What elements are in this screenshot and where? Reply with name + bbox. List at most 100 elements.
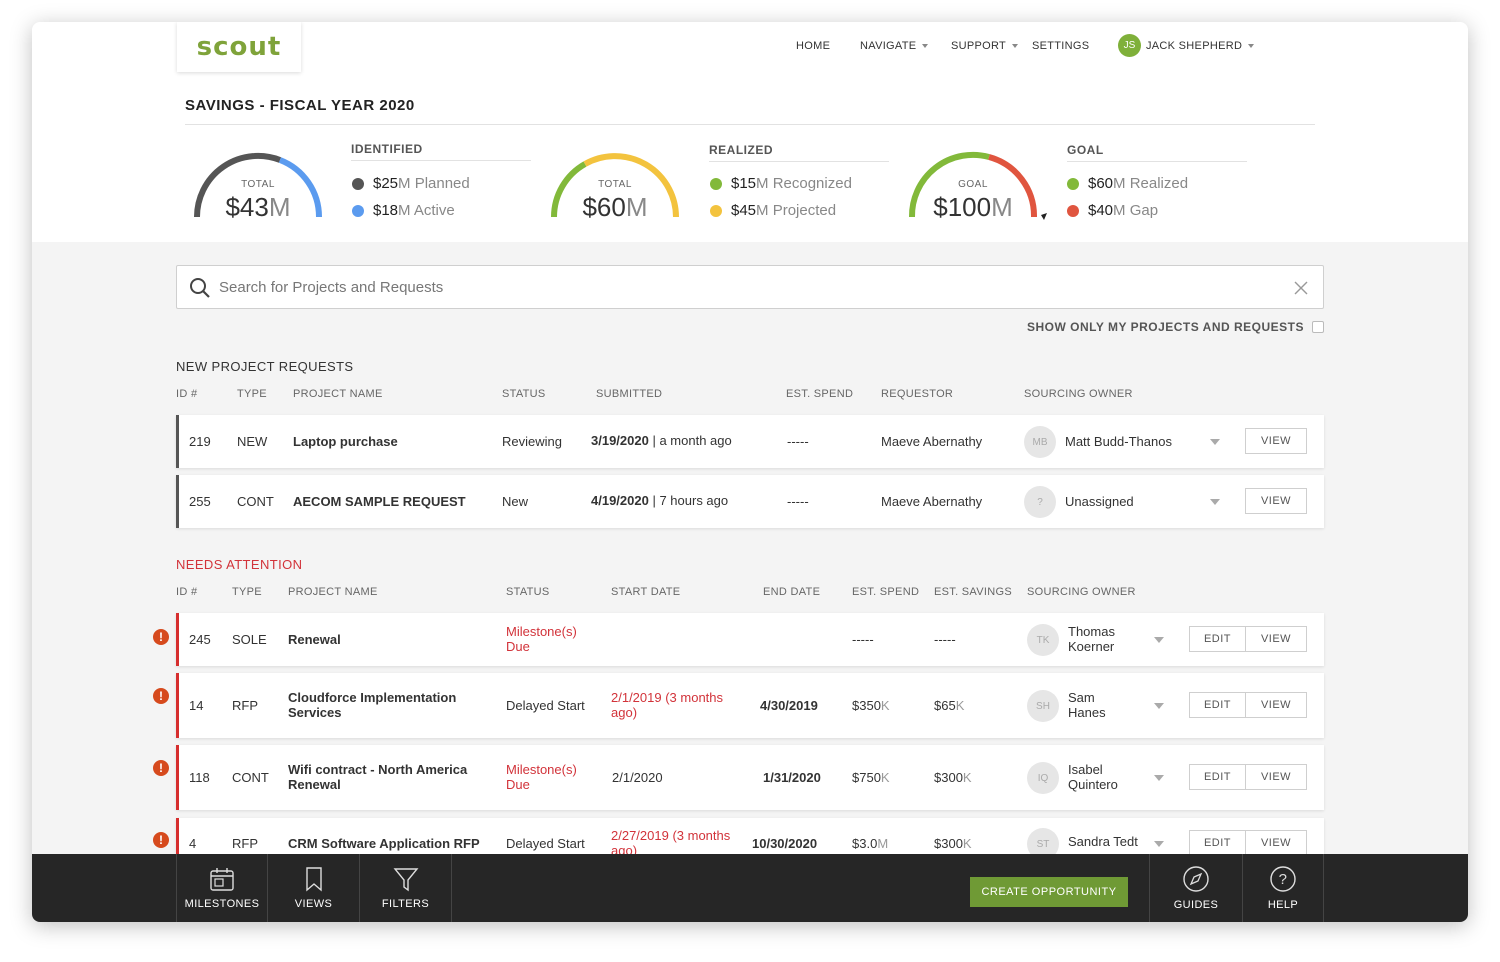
goal-label: GOAL [1067, 143, 1104, 157]
gauge-arc [908, 151, 1047, 220]
gauge-value: $43M [225, 192, 291, 222]
calendar-icon [210, 868, 234, 891]
view-button[interactable]: VIEW [1245, 488, 1307, 514]
guides-button[interactable]: GUIDES [1149, 854, 1243, 922]
chevron-down-icon[interactable] [1154, 637, 1164, 643]
avatar: SH [1027, 690, 1059, 722]
row-type: CONT [232, 770, 269, 785]
chevron-down-icon[interactable] [1154, 841, 1164, 847]
gauge-identified: TOTAL $43M [188, 145, 328, 225]
filters-label: FILTERS [381, 898, 430, 910]
row-end-date: 1/31/2020 [763, 770, 821, 785]
gauge-caption: GOAL [958, 179, 988, 190]
divider [709, 161, 889, 162]
table-row[interactable]: 14 RFP Cloudforce Implementation Services… [176, 673, 1324, 738]
gauge-arc [193, 152, 323, 218]
nav-settings[interactable]: SETTINGS [1032, 40, 1090, 52]
gauge-caption: TOTAL [598, 179, 632, 190]
legend-active: $18 M Active [352, 202, 455, 219]
alert-icon: ! [153, 760, 169, 776]
col-sourcing-owner: SOURCING OWNER [1024, 388, 1133, 400]
view-button[interactable]: VIEW [1245, 428, 1307, 454]
row-project-name[interactable]: Wifi contract - North America Renewal [288, 762, 468, 792]
row-type: CONT [237, 494, 274, 509]
show-only-mine-checkbox[interactable] [1312, 321, 1324, 333]
search-box [176, 265, 1324, 309]
row-id: 118 [189, 770, 210, 785]
user-avatar[interactable]: JS [1118, 34, 1141, 57]
chevron-down-icon [922, 44, 929, 49]
row-id: 255 [189, 494, 211, 509]
row-type: RFP [232, 698, 258, 713]
chevron-down-icon[interactable] [1154, 775, 1164, 781]
search-input[interactable] [219, 276, 1259, 298]
help-icon: ? [1270, 866, 1296, 892]
divider [351, 160, 531, 161]
view-button[interactable]: VIEW [1245, 692, 1307, 718]
chevron-down-icon[interactable] [1210, 439, 1220, 445]
chevron-down-icon [1012, 44, 1019, 49]
legend-dot [1067, 204, 1079, 217]
table-row[interactable]: 118 CONT Wifi contract - North America Re… [176, 745, 1324, 810]
col-sourcing-owner: SOURCING OWNER [1027, 586, 1136, 598]
filters-button[interactable]: FILTERS [360, 854, 452, 922]
page-title: SAVINGS - FISCAL YEAR 2020 [185, 97, 415, 114]
table-row[interactable]: 245 SOLE Renewal Milestone(s) Due ----- -… [176, 613, 1324, 666]
show-only-mine-label: SHOW ONLY MY PROJECTS AND REQUESTS [1026, 320, 1304, 334]
row-start-date: 2/1/2020 [612, 770, 663, 785]
col-type: TYPE [232, 586, 262, 598]
create-opportunity-button[interactable]: CREATE OPPORTUNITY [970, 877, 1128, 907]
row-est-savings: ----- [934, 632, 956, 647]
milestones-button[interactable]: MILESTONES [176, 854, 268, 922]
row-project-name[interactable]: Cloudforce Implementation Services [288, 690, 457, 720]
table-row[interactable]: 255 CONT AECOM SAMPLE REQUEST New 4/19/2… [176, 475, 1324, 528]
nav-home[interactable]: HOME [796, 40, 831, 52]
nav-navigate[interactable]: NAVIGATE [860, 40, 929, 52]
row-status: Milestone(s) Due [506, 762, 577, 792]
row-est-spend: $3.0M [852, 836, 889, 851]
row-status: Delayed Start [506, 698, 585, 713]
view-button[interactable]: VIEW [1245, 626, 1307, 652]
search-icon [190, 278, 210, 298]
help-label: HELP [1267, 899, 1299, 911]
realized-label: REALIZED [709, 143, 773, 157]
col-start-date: START DATE [611, 586, 681, 598]
edit-button[interactable]: EDIT [1189, 830, 1246, 856]
row-project-name[interactable]: Laptop purchase [293, 434, 398, 449]
row-id: 219 [189, 434, 211, 449]
close-icon[interactable] [1293, 280, 1309, 296]
edit-button[interactable]: EDIT [1189, 764, 1246, 790]
edit-button[interactable]: EDIT [1189, 626, 1246, 652]
col-end-date: END DATE [763, 586, 821, 598]
row-submitted: 4/19/2020 | 7 hours ago [591, 493, 729, 508]
chevron-down-icon[interactable] [1154, 703, 1164, 709]
user-menu[interactable]: JACK SHEPHERD [1146, 40, 1255, 52]
avatar: ? [1024, 486, 1056, 518]
legend-recognized: $15 M Recognized [710, 175, 852, 192]
view-button[interactable]: VIEW [1245, 764, 1307, 790]
logo[interactable]: scout [177, 22, 301, 72]
row-est-spend: $750K [852, 770, 890, 785]
nav-support[interactable]: SUPPORT [951, 40, 1019, 52]
gauge-value: $100M [933, 192, 1013, 222]
views-button[interactable]: VIEWS [268, 854, 360, 922]
col-id: ID # [176, 586, 198, 598]
row-project-name[interactable]: CRM Software Application RFP [288, 836, 480, 851]
row-requestor: Maeve Abernathy [881, 494, 983, 509]
view-button[interactable]: VIEW [1245, 830, 1307, 856]
col-project-name: PROJECT NAME [293, 388, 383, 400]
alert-icon: ! [153, 629, 169, 645]
help-button[interactable]: ? HELP [1243, 854, 1324, 922]
row-id: 245 [189, 632, 211, 647]
chevron-down-icon[interactable] [1210, 499, 1220, 505]
row-id: 4 [189, 836, 197, 851]
col-est-savings: EST. SAVINGS [934, 586, 1012, 598]
table-row[interactable]: 219 NEW Laptop purchase Reviewing 3/19/2… [176, 415, 1324, 468]
row-project-name[interactable]: AECOM SAMPLE REQUEST [293, 494, 466, 509]
row-project-name[interactable]: Renewal [288, 632, 341, 647]
filter-icon [393, 868, 418, 892]
legend-dot [710, 204, 722, 217]
edit-button[interactable]: EDIT [1189, 692, 1246, 718]
gauge-caption: TOTAL [241, 179, 275, 190]
col-project-name: PROJECT NAME [288, 586, 378, 598]
